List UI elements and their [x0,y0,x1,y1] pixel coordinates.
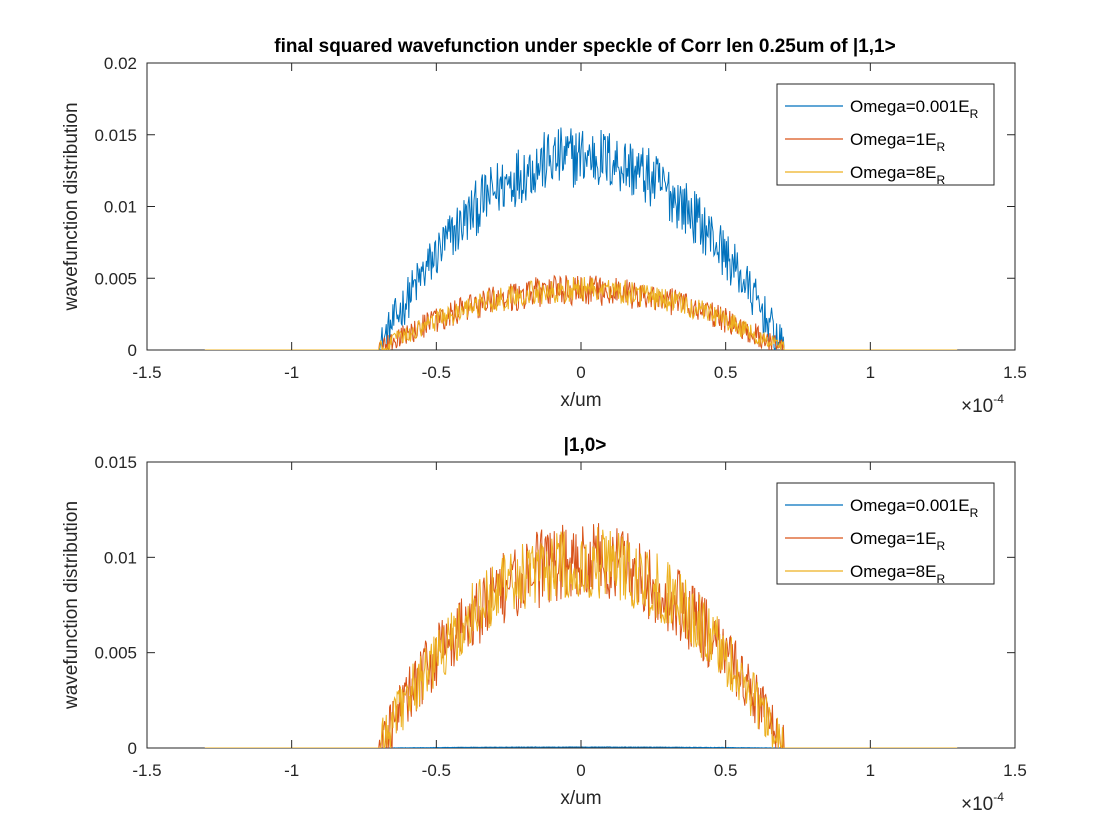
y-axis-label: wavefunction distribution [61,102,82,311]
x-axis-label: x/um [560,788,601,809]
series-line-1 [204,274,958,350]
y-tick-label: 0.015 [94,126,137,145]
x-tick-label: 1 [866,761,875,780]
x-tick-label: -0.5 [422,761,451,780]
legend-entry-name: Omega=8E [850,163,936,182]
x-tick-label: -1.5 [132,761,161,780]
legend-entry-subscript: R [970,506,979,520]
x-exponent-label: ×10-4 [961,790,1004,815]
y-tick-label: 0.005 [94,269,137,288]
subplot-bottom: -1.5 -1 -0.5 0 0.5 1 1.5 0 0.005 0.01 0.015 |1,0> x/… [61,435,1027,815]
legend-entry-name: Omega=8E [850,562,936,581]
legend-entry-1: Omega=1ER [850,130,945,154]
y-tick-label: 0.02 [104,54,137,73]
y-tick-label: 0.015 [94,453,137,472]
x-tick-label: 1.5 [1003,761,1027,780]
legend-box [776,482,995,585]
legend-entry-name: Omega=1E [850,130,936,149]
x-exponent-label: ×10-4 [961,392,1004,417]
x-tick-label: -1 [284,761,299,780]
chart-title: final squared wavefunction under speckle… [274,36,895,57]
legend-entry-subscript: R [936,572,945,586]
y-tick-label: 0.01 [104,198,137,217]
series-line-2 [204,276,958,350]
x-tick-label: 1.5 [1003,363,1027,382]
legend-entry-0: Omega=0.001ER [850,496,979,520]
legend-box [776,83,995,186]
legend-entry-0: Omega=0.001ER [850,97,979,121]
x-tick-label: 0 [576,363,585,382]
x-tick-label: 1 [866,363,875,382]
subplot-top: -1.5 -1 -0.5 0 0.5 1 1.5 0 0.005 0.01 0.015 0.02 fin… [61,36,1027,417]
x-tick-label: -1.5 [132,363,161,382]
x-tick-label: 0 [576,761,585,780]
legend-entry-subscript: R [936,539,945,553]
legend-entry-2: Omega=8ER [850,562,945,586]
legend-entry-2: Omega=8ER [850,163,945,187]
y-tick-label: 0 [128,739,137,758]
x-exponent-power: -4 [993,392,1004,406]
x-exponent-power: -4 [993,790,1004,804]
legend-entry-subscript: R [970,107,979,121]
series-line-2 [204,527,958,748]
legend-entry-1: Omega=1ER [850,529,945,553]
series-group [204,127,958,350]
x-tick-label: -1 [284,363,299,382]
y-tick-label: 0.01 [104,548,137,567]
chart-title: |1,0> [564,435,607,456]
y-axis-label: wavefunction distribution [61,501,82,710]
legend-entry-name: Omega=0.001E [850,97,970,116]
x-tick-label: 0.5 [714,761,738,780]
legend-entry-subscript: R [936,173,945,187]
legend-entry-name: Omega=0.001E [850,496,970,515]
y-tick-label: 0 [128,341,137,360]
x-tick-label: 0.5 [714,363,738,382]
y-tick-label: 0.005 [94,644,137,663]
x-axis-label: x/um [560,390,601,411]
legend-entry-name: Omega=1E [850,529,936,548]
x-tick-label: -0.5 [422,363,451,382]
legend-entry-subscript: R [936,140,945,154]
x-exponent-base: ×10 [961,396,993,417]
series-line-0 [204,127,958,350]
x-exponent-base: ×10 [961,794,993,815]
